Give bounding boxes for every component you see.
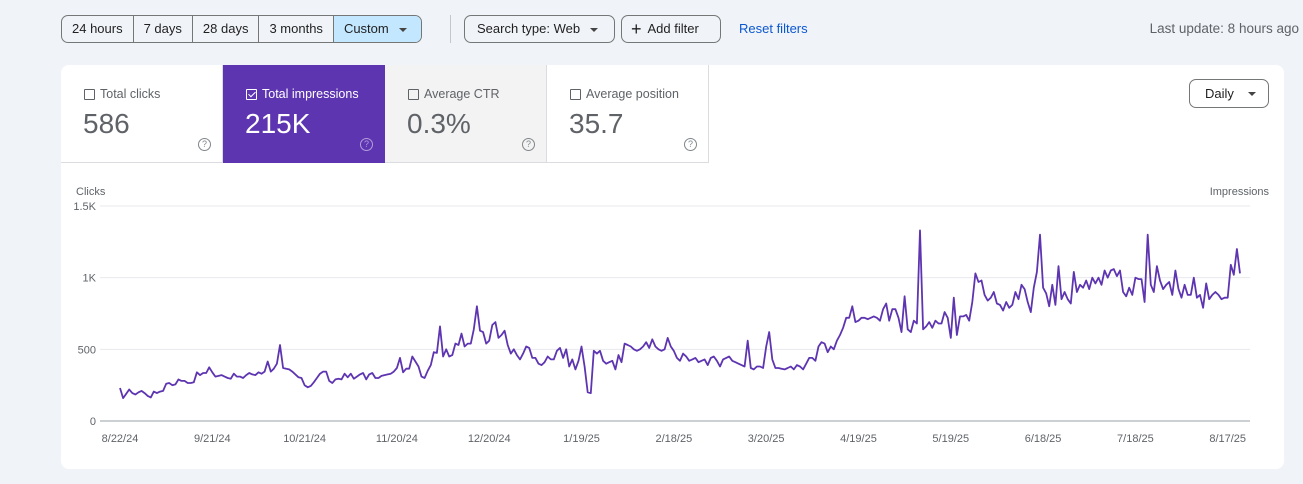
last-update-text: Last update: 8 hours ago: [1149, 21, 1299, 36]
granularity-label: Daily: [1205, 86, 1234, 101]
metric-label: Average position: [586, 87, 679, 101]
x-tick-label: 11/20/24: [376, 433, 418, 445]
add-filter-button[interactable]: + Add filter: [621, 15, 721, 43]
y-tick-label: 0: [90, 416, 96, 428]
x-tick-label: 7/18/25: [1117, 433, 1154, 445]
x-tick-label: 2/18/25: [655, 433, 692, 445]
add-filter-label: Add filter: [647, 21, 699, 36]
x-tick-label: 9/21/24: [194, 433, 231, 445]
range-3-months[interactable]: 3 months: [259, 16, 334, 42]
help-icon[interactable]: ?: [522, 138, 535, 151]
right-axis-label: Impressions: [1210, 186, 1270, 198]
x-tick-label: 12/20/24: [468, 433, 511, 445]
plus-icon: +: [631, 19, 642, 39]
date-range-selector: 24 hours 7 days 28 days 3 months Custom: [61, 15, 422, 43]
range-28-days[interactable]: 28 days: [193, 16, 260, 42]
search-type-label: Search type: Web: [477, 21, 581, 36]
metric-total-clicks[interactable]: Total clicks 586 ?: [61, 65, 223, 163]
y-tick-label: 1.5K: [73, 201, 96, 213]
x-tick-label: 4/19/25: [840, 433, 877, 445]
checkbox-checked[interactable]: [246, 88, 257, 100]
performance-card: Total clicks 586 ? Total impressions 215…: [61, 65, 1284, 469]
x-tick-label: 10/21/24: [283, 433, 326, 445]
checkbox[interactable]: [570, 88, 581, 100]
x-tick-label: 3/20/25: [748, 433, 785, 445]
chevron-down-icon: [1248, 92, 1256, 96]
impressions-series-line: [119, 229, 1241, 399]
metric-label: Total impressions: [262, 87, 359, 101]
divider: [450, 15, 451, 43]
metric-total-impressions[interactable]: Total impressions 215K ?: [223, 65, 385, 163]
range-24-hours[interactable]: 24 hours: [62, 16, 134, 42]
x-tick-label: 8/22/24: [102, 433, 139, 445]
metric-label: Total clicks: [100, 87, 161, 101]
x-tick-label: 5/19/25: [932, 433, 969, 445]
x-tick-label: 1/19/25: [563, 433, 600, 445]
range-7-days[interactable]: 7 days: [134, 16, 193, 42]
x-tick-label: 8/17/25: [1209, 433, 1246, 445]
metric-value: 215K: [245, 108, 311, 139]
range-custom[interactable]: Custom: [333, 16, 421, 42]
x-tick-label: 6/18/25: [1025, 433, 1062, 445]
metric-value: 35.7: [569, 108, 624, 139]
help-icon[interactable]: ?: [360, 138, 373, 151]
metric-value: 586: [83, 108, 130, 139]
checkbox[interactable]: [84, 88, 95, 100]
y-tick-label: 1K: [83, 273, 97, 285]
y-tick-label: 500: [78, 344, 96, 356]
chevron-down-icon: [398, 27, 407, 32]
reset-filters-link[interactable]: Reset filters: [739, 21, 808, 36]
left-axis-label: Clicks: [76, 186, 106, 198]
metric-label: Average CTR: [424, 87, 500, 101]
chevron-down-icon: [590, 27, 599, 32]
checkbox[interactable]: [408, 88, 419, 100]
granularity-dropdown[interactable]: Daily: [1189, 79, 1269, 108]
metric-average-position[interactable]: Average position 35.7 ?: [547, 65, 709, 163]
help-icon[interactable]: ?: [198, 138, 211, 151]
help-icon[interactable]: ?: [684, 138, 697, 151]
range-custom-label: Custom: [343, 21, 389, 36]
search-type-dropdown[interactable]: Search type: Web: [464, 15, 615, 43]
metric-value: 0.3%: [407, 108, 471, 139]
metric-average-ctr[interactable]: Average CTR 0.3% ?: [385, 65, 547, 163]
